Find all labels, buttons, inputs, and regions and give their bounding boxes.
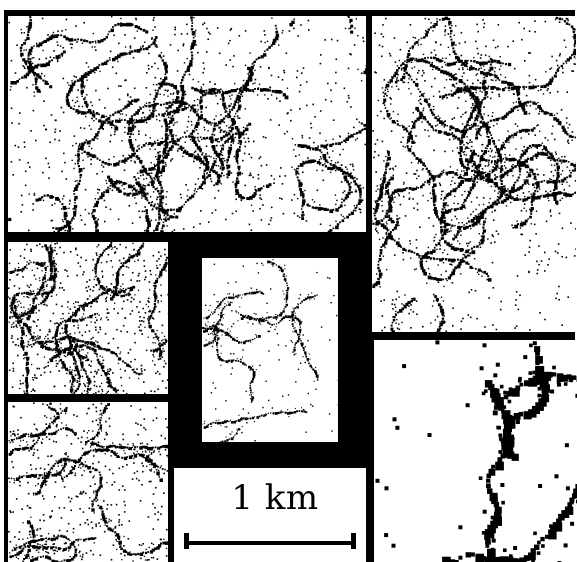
drainage-network-bottom-right (375, 340, 577, 562)
drainage-network-top-left (8, 16, 366, 232)
scale-bar-tick-left (184, 533, 189, 549)
panel-mid-left (8, 242, 168, 394)
panel-scale (174, 468, 366, 562)
panel-bottom-left (8, 402, 168, 562)
drainage-network-center (202, 259, 338, 442)
drainage-network-top-right (372, 16, 576, 332)
scale-bar-tick-right (351, 533, 356, 549)
panel-center (202, 258, 338, 442)
panel-top-right (372, 16, 576, 332)
panel-bottom-right (374, 340, 577, 562)
drainage-network-mid-left (8, 242, 168, 394)
scale-bar-label: 1 km (231, 478, 319, 518)
scale-bar (186, 541, 354, 545)
drainage-network-bottom-left (8, 402, 168, 562)
panel-top-left (8, 16, 366, 232)
